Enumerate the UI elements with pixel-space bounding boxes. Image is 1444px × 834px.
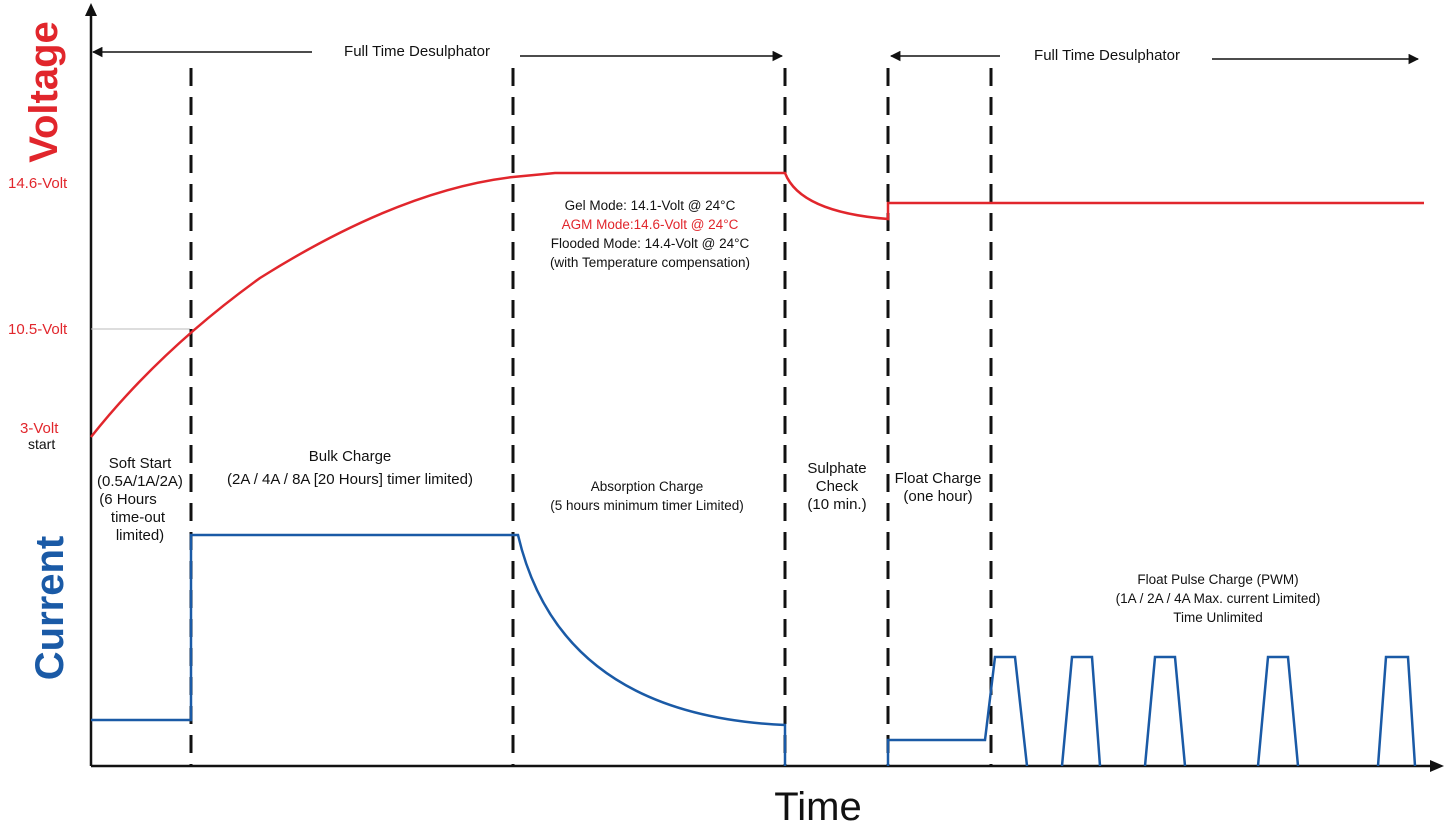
soft-start-line-2: (0.5A/1A/2A): [97, 473, 183, 490]
mode-compensation: (with Temperature compensation): [550, 255, 750, 270]
float-pulse-line-1: Float Pulse Charge (PWM): [1137, 572, 1298, 587]
y-axis-arrowhead: [85, 3, 97, 16]
soft-start-line-3: (6 Hours: [99, 491, 157, 508]
time-axis-title: Time: [774, 785, 861, 829]
current-curve: [91, 533, 1417, 767]
bulk-line-1: Bulk Charge: [309, 448, 392, 465]
stage-soft-start-label: Soft Start (0.5A/1A/2A) (6 Hours time-ou…: [97, 455, 183, 544]
absorption-line-1: Absorption Charge: [591, 479, 704, 494]
float-line-2: (one hour): [903, 488, 972, 505]
float-pulse-line-3: Time Unlimited: [1173, 610, 1263, 625]
float-line-1: Float Charge: [895, 470, 982, 487]
mode-flooded: Flooded Mode: 14.4-Volt @ 24°C: [551, 236, 750, 251]
voltage-axis-title: Voltage: [22, 21, 66, 163]
voltage-label-14-6: 14.6-Volt: [8, 175, 68, 192]
soft-start-line-5: limited): [116, 527, 164, 544]
soft-start-line-1: Soft Start: [109, 455, 172, 472]
voltage-label-start: start: [28, 436, 55, 452]
sulphate-line-2: Check: [816, 478, 859, 495]
float-pulse-line-2: (1A / 2A / 4A Max. current Limited): [1116, 591, 1321, 606]
voltage-curve: [90, 171, 1424, 438]
bulk-line-2: (2A / 4A / 8A [20 Hours] timer limited): [227, 471, 473, 488]
mode-gel: Gel Mode: 14.1-Volt @ 24°C: [565, 198, 736, 213]
mode-agm: AGM Mode:14.6-Volt @ 24°C: [562, 217, 739, 232]
absorption-line-2: (5 hours minimum timer Limited): [550, 498, 744, 513]
desulphator-label-left: Full Time Desulphator: [344, 43, 490, 60]
voltage-label-3: 3-Volt: [20, 420, 59, 437]
sulphate-line-3: (10 min.): [807, 496, 866, 513]
current-axis-title: Current: [28, 536, 72, 680]
soft-start-line-4: time-out: [111, 509, 166, 526]
desulphator-label-right: Full Time Desulphator: [1034, 47, 1180, 64]
sulphate-line-1: Sulphate: [807, 460, 866, 477]
voltage-label-10-5: 10.5-Volt: [8, 321, 68, 338]
x-axis-arrowhead: [1430, 760, 1444, 772]
